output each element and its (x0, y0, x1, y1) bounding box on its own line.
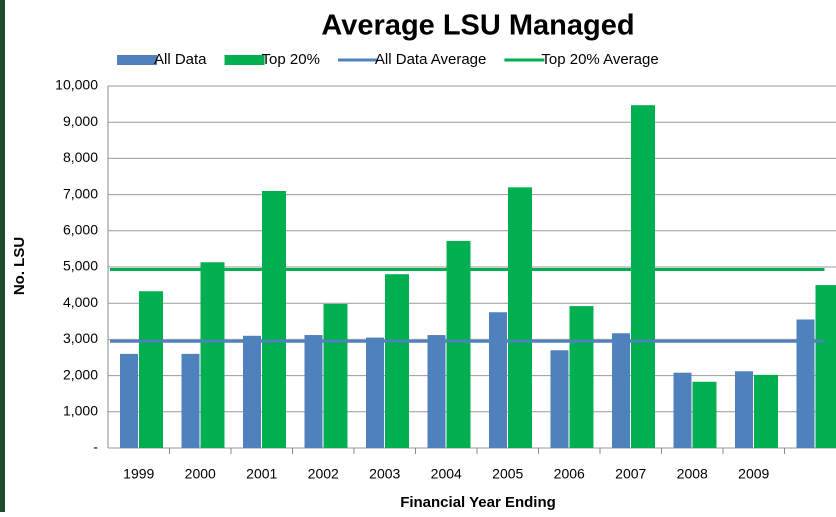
x-axis-title: Financial Year Ending (400, 494, 556, 511)
bar (243, 336, 261, 448)
legend-label: Top 20% Average (541, 51, 658, 68)
y-tick-label: 2,000 (63, 366, 98, 382)
bar (754, 375, 778, 448)
y-tick-label: 6,000 (63, 222, 98, 238)
bar (693, 382, 717, 448)
x-tick-label: 2008 (677, 466, 708, 482)
y-tick-label: 4,000 (63, 294, 98, 310)
bar (324, 304, 348, 448)
y-tick-label: 7,000 (63, 185, 98, 201)
bar (816, 285, 836, 448)
x-tick-label: 2006 (554, 466, 585, 482)
bar (612, 333, 630, 448)
x-tick-label: 2004 (431, 466, 462, 482)
bar (570, 306, 594, 448)
x-tick-label: 2009 (738, 466, 769, 482)
bar (305, 335, 323, 448)
chart-title: Average LSU Managed (321, 10, 634, 42)
legend-swatch (117, 55, 157, 65)
bar (674, 373, 692, 448)
bar (428, 335, 446, 448)
bar (139, 291, 163, 448)
bar (631, 105, 655, 448)
y-tick-label: 9,000 (63, 113, 98, 129)
bar (201, 262, 225, 448)
legend-label: Top 20% (262, 51, 320, 68)
x-tick-label: 2005 (492, 466, 523, 482)
bar (182, 354, 200, 448)
legend-label: All Data Average (375, 51, 486, 68)
bar (508, 187, 532, 448)
y-tick-label: 3,000 (63, 330, 98, 346)
x-tick-label: 2001 (246, 466, 277, 482)
bar (366, 338, 384, 448)
y-axis-title: No. LSU (11, 237, 28, 295)
legend-swatch (225, 55, 265, 65)
bar (385, 274, 409, 448)
bar (797, 319, 815, 448)
bar (120, 354, 138, 448)
left-border (0, 0, 5, 512)
bar (551, 350, 569, 448)
x-tick-label: 2000 (185, 466, 216, 482)
x-tick-label: 2003 (369, 466, 400, 482)
x-tick-label: 2002 (308, 466, 339, 482)
y-tick-label: 5,000 (63, 258, 98, 274)
bar (262, 191, 286, 448)
x-tick-label: 2007 (615, 466, 646, 482)
bar (489, 312, 507, 448)
legend-label: All Data (154, 51, 207, 68)
y-tick-label: 8,000 (63, 149, 98, 165)
bar (735, 371, 753, 448)
y-tick-label: 1,000 (63, 403, 98, 419)
bar (447, 241, 471, 448)
y-tick-label: - (93, 439, 98, 455)
y-tick-label: 10,000 (55, 77, 98, 93)
x-tick-label: 1999 (123, 466, 154, 482)
